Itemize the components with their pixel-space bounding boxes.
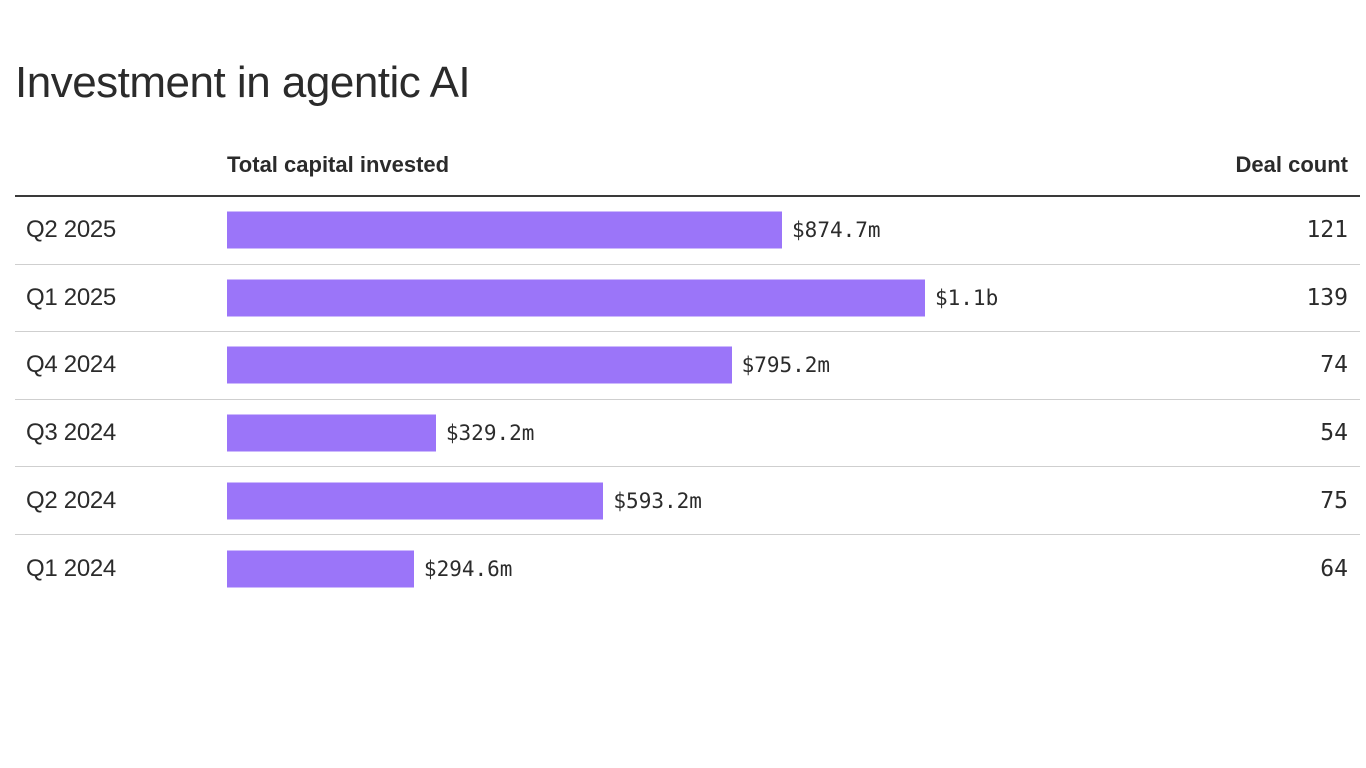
period-label: Q4 2024 bbox=[26, 351, 116, 379]
capital-value-label: $1.1b bbox=[935, 286, 998, 310]
table-row: Q3 2024 $329.2m 54 bbox=[15, 400, 1360, 468]
period-label: Q1 2024 bbox=[26, 555, 116, 583]
capital-bar bbox=[227, 279, 925, 316]
chart-title: Investment in agentic AI bbox=[15, 58, 470, 108]
capital-bar bbox=[227, 415, 436, 452]
period-label: Q3 2024 bbox=[26, 419, 116, 447]
chart-rows: Q2 2025 $874.7m 121 Q1 2025 $1.1b 139 Q4 2024 $… bbox=[15, 197, 1360, 603]
capital-column-header: Total capital invested bbox=[227, 152, 449, 178]
capital-bar bbox=[227, 212, 782, 249]
deal-count-value: 121 bbox=[1306, 217, 1348, 243]
table-row: Q1 2025 $1.1b 139 bbox=[15, 265, 1360, 333]
capital-value-label: $329.2m bbox=[446, 421, 535, 445]
deal-count-value: 54 bbox=[1320, 420, 1348, 446]
table-row: Q2 2024 $593.2m 75 bbox=[15, 467, 1360, 535]
deal-count-column-header: Deal count bbox=[1236, 152, 1348, 178]
deal-count-value: 75 bbox=[1320, 488, 1348, 514]
deal-count-value: 64 bbox=[1320, 556, 1348, 582]
capital-bar bbox=[227, 347, 732, 384]
table-row: Q4 2024 $795.2m 74 bbox=[15, 332, 1360, 400]
deal-count-value: 139 bbox=[1306, 285, 1348, 311]
capital-value-label: $593.2m bbox=[613, 489, 702, 513]
capital-value-label: $874.7m bbox=[792, 218, 881, 242]
capital-value-label: $294.6m bbox=[424, 557, 513, 581]
capital-value-label: $795.2m bbox=[742, 353, 831, 377]
deal-count-value: 74 bbox=[1320, 352, 1348, 378]
period-label: Q2 2024 bbox=[26, 487, 116, 515]
capital-bar bbox=[227, 550, 414, 587]
period-label: Q1 2025 bbox=[26, 284, 116, 312]
table-row: Q1 2024 $294.6m 64 bbox=[15, 535, 1360, 603]
table-row: Q2 2025 $874.7m 121 bbox=[15, 197, 1360, 265]
capital-bar bbox=[227, 482, 603, 519]
period-label: Q2 2025 bbox=[26, 216, 116, 244]
